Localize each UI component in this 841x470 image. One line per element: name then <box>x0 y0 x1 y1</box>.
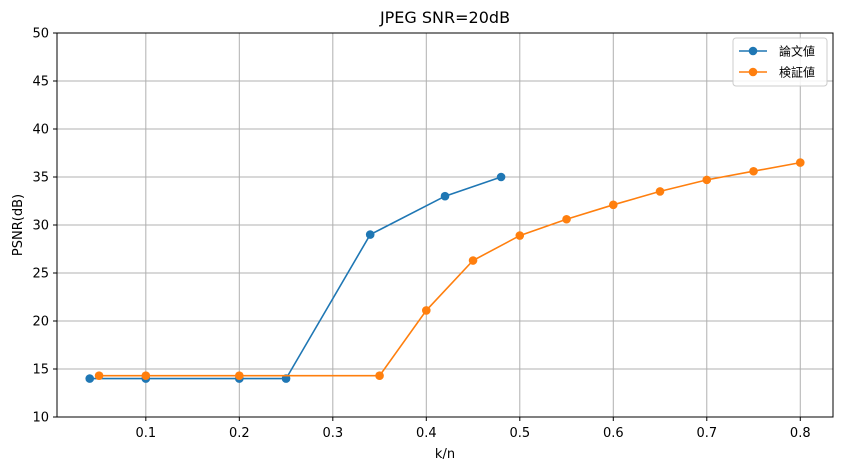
data-point <box>85 374 95 383</box>
data-point <box>608 200 618 210</box>
x-axis-label: k/n <box>435 447 455 462</box>
data-point <box>515 231 525 240</box>
data-point <box>94 371 104 381</box>
data-point <box>375 371 384 381</box>
x-tick-label: 0.3 <box>322 426 343 441</box>
data-point <box>422 306 431 315</box>
y-tick-label: 40 <box>32 123 49 138</box>
y-axis-label: PSNR(dB) <box>11 194 26 256</box>
y-tick-label: 25 <box>32 267 49 282</box>
y-tick-label: 15 <box>32 363 49 378</box>
y-tick-label: 35 <box>32 171 49 186</box>
legend-marker <box>748 67 758 77</box>
ticks: 0.1 0.2 0.3 0.4 0.5 0.6 0.7 0.8 10 15 20 25 30 35 40 45… <box>32 27 810 442</box>
legend-marker <box>748 46 758 56</box>
x-tick-label: 0.5 <box>509 426 530 441</box>
y-tick-label: 45 <box>32 75 49 90</box>
data-point <box>141 371 151 381</box>
data-point <box>655 187 665 196</box>
chart-title: JPEG SNR=20dB <box>379 8 510 27</box>
data-point <box>235 371 244 381</box>
data-point <box>795 158 805 167</box>
y-tick-label: 10 <box>32 411 49 426</box>
legend-label: 論文値 <box>779 44 815 59</box>
data-point <box>468 256 478 265</box>
x-tick-label: 0.4 <box>416 426 437 441</box>
data-point <box>440 191 450 201</box>
y-tick-label: 30 <box>32 219 49 234</box>
legend-label: 検証値 <box>779 65 815 80</box>
y-tick-label: 50 <box>32 27 49 42</box>
data-point <box>496 172 506 182</box>
data-point <box>365 230 375 239</box>
x-tick-label: 0.2 <box>229 426 250 441</box>
series-layer <box>85 158 805 383</box>
data-point <box>702 175 712 185</box>
data-point <box>749 166 758 176</box>
x-tick-label: 0.1 <box>135 426 156 441</box>
x-tick-label: 0.6 <box>603 426 624 441</box>
series-2 <box>94 158 805 381</box>
y-tick-label: 20 <box>32 315 49 330</box>
x-tick-label: 0.8 <box>790 426 811 441</box>
data-point <box>562 214 571 224</box>
x-tick-label: 0.7 <box>696 426 717 441</box>
